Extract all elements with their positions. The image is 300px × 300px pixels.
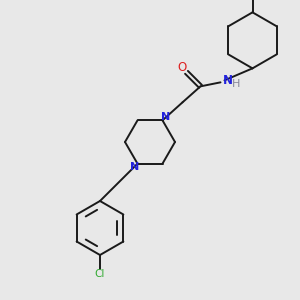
Text: N: N bbox=[161, 112, 170, 122]
Text: N: N bbox=[130, 162, 139, 172]
Text: Cl: Cl bbox=[95, 269, 105, 279]
Text: O: O bbox=[178, 61, 187, 74]
Text: H: H bbox=[232, 79, 241, 89]
Text: N: N bbox=[223, 74, 232, 87]
